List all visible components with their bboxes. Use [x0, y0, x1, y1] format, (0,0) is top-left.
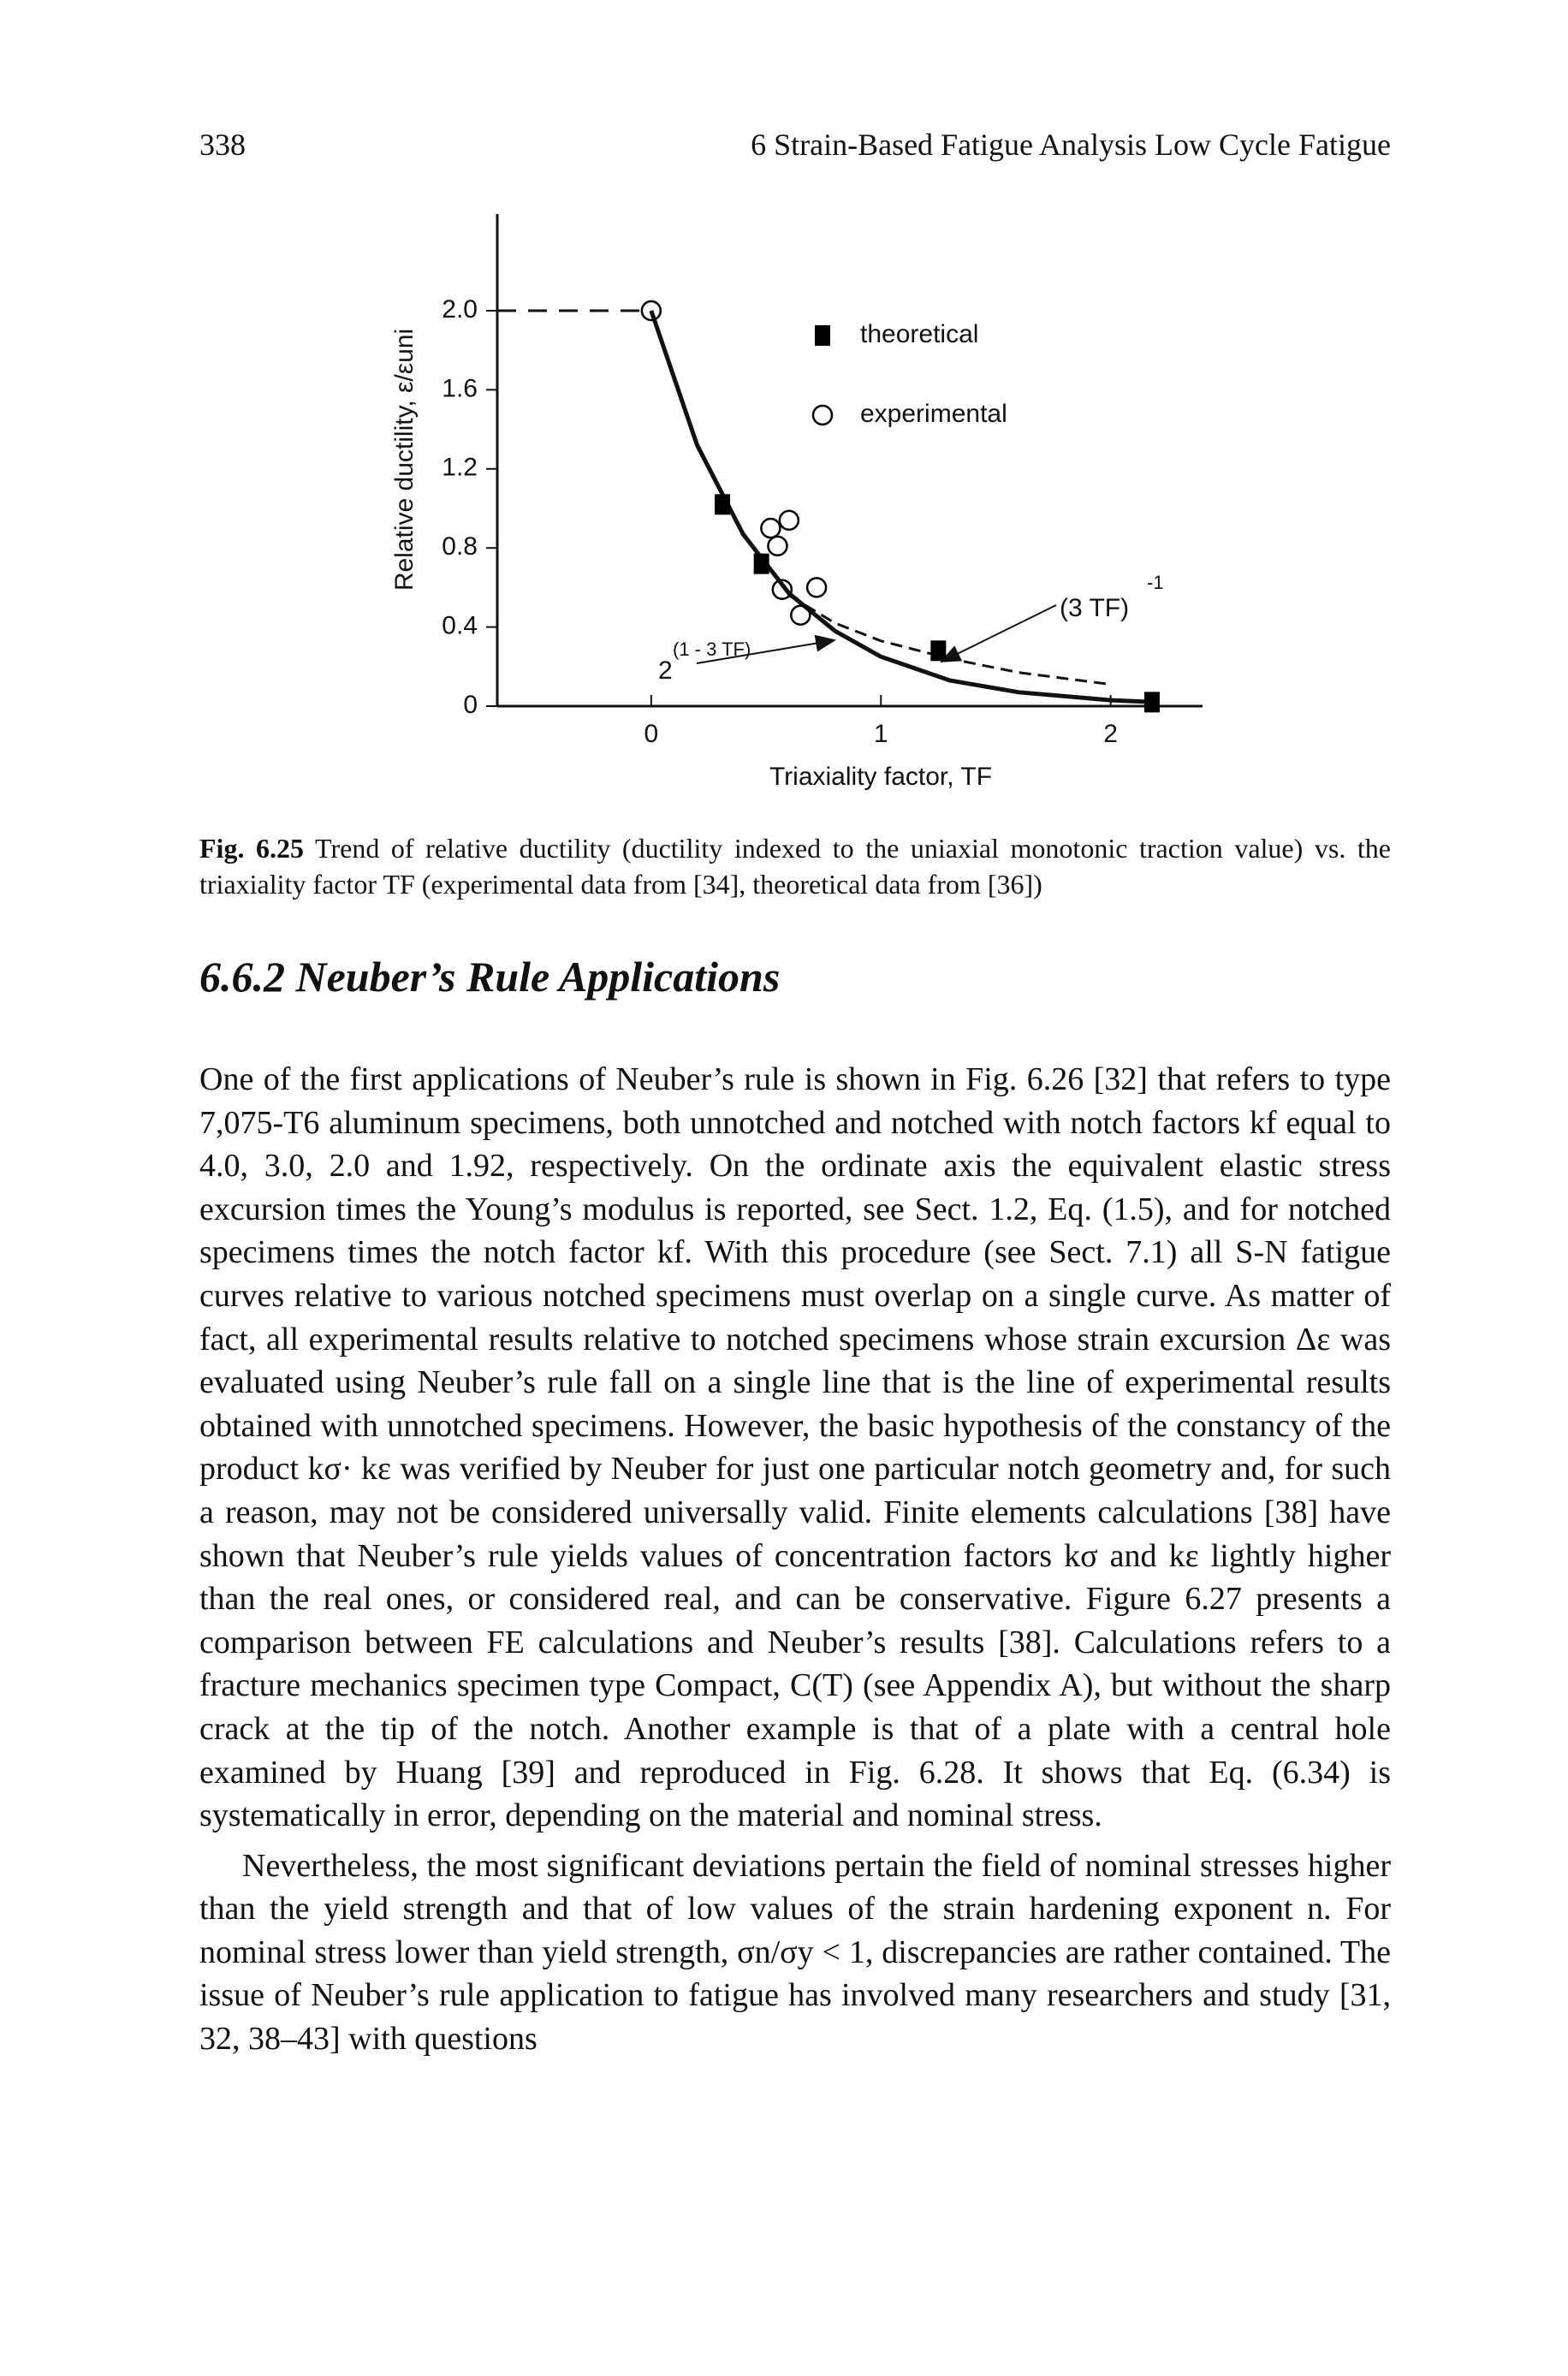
x-tick-label: 1 [874, 720, 888, 748]
legend-marker [815, 325, 830, 346]
curve-label: (3 TF) [1060, 594, 1129, 622]
paragraph: Nevertheless, the most significant devia… [199, 1847, 1391, 2058]
theoretical-point [930, 640, 947, 662]
legend-label: experimental [860, 400, 1007, 428]
experimental-point [778, 509, 800, 532]
y-tick-label: 0 [463, 691, 478, 719]
page-number: 338 [199, 128, 246, 162]
section-heading: 6.6.2 Neuber’s Rule Applications [199, 953, 781, 1001]
y-tick-label: 0.8 [442, 532, 478, 561]
experimental-point [790, 604, 811, 626]
curve [649, 310, 1157, 704]
curve-label-superscript: (1 - 3 TF) [673, 639, 751, 660]
annotation-arrow [696, 634, 836, 664]
curve-label-superscript: -1 [1147, 572, 1164, 593]
y-tick-label: 0.4 [442, 612, 478, 640]
caption-label: Fig. 6.25 [199, 833, 305, 864]
experimental-point [771, 579, 793, 600]
running-title: 6 Strain-Based Fatigue Analysis Low Cycl… [751, 128, 1391, 162]
figure-caption: Fig. 6.25 Trend of relative ductility (d… [199, 830, 1391, 902]
legend-label: theoretical [860, 320, 978, 348]
experimental-point [805, 577, 828, 598]
y-tick-label: 2.0 [442, 295, 478, 324]
chart: Relative ductility, ε/εuni Triaxiality f… [390, 214, 1203, 791]
experimental-point [760, 517, 781, 539]
y-tick-label: 1.2 [442, 454, 478, 482]
body-text: One of the first applications of Neuber’… [199, 1058, 1391, 2068]
annotation-arrow [940, 604, 1057, 662]
theoretical-point [753, 553, 769, 574]
y-tick-label: 1.6 [442, 374, 478, 402]
theoretical-point [1143, 692, 1160, 713]
x-tick-label: 0 [644, 720, 658, 748]
legend-marker [811, 404, 834, 426]
y-axis-label: Relative ductility, ε/εuni [390, 329, 419, 591]
paragraph: One of the first applications of Neuber’… [199, 1061, 1392, 1834]
experimental-point [767, 535, 788, 557]
theoretical-point [715, 494, 731, 515]
x-tick-label: 2 [1103, 720, 1118, 748]
curve [788, 594, 1111, 686]
curve-label: 2 [658, 656, 673, 685]
caption-text: Trend of relative ductility (ductility i… [199, 833, 1392, 900]
x-axis-label: Triaxiality factor, TF [769, 763, 992, 791]
experimental-point [640, 300, 662, 322]
